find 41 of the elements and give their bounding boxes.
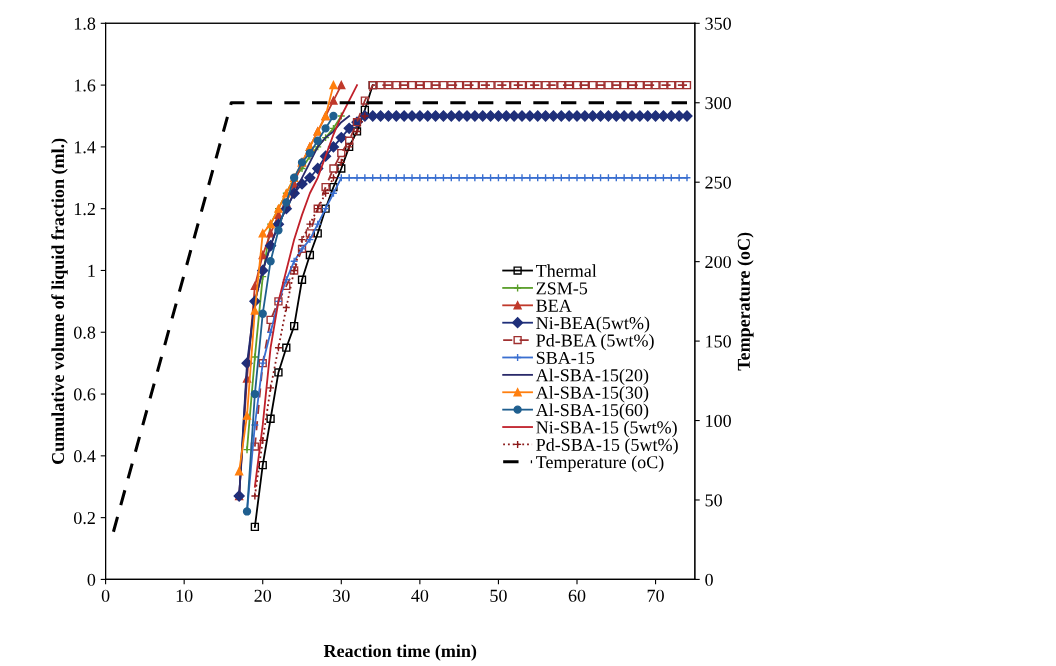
y-tick-label: 1.6 — [74, 79, 96, 92]
y2-axis-title: Temperature (oC) — [737, 232, 754, 371]
y2-tick-label: 50 — [705, 494, 722, 507]
x-tick-label: 40 — [411, 589, 429, 602]
y-axis-title: Cumulative volume of liquid fraction (ml.) — [51, 138, 68, 464]
legend-label: Pd-SBA-15 (5wt%) — [536, 438, 678, 455]
y2-tick-label: 0 — [705, 573, 713, 586]
legend-label: Al-SBA-15(30) — [535, 386, 649, 403]
legend-label: Al-SBA-15(20) — [535, 368, 649, 386]
y2-tick-label: 100 — [706, 414, 731, 427]
x-tick-label: 50 — [490, 589, 507, 602]
legend-label: Ni-SBA-15 (5wt%) — [536, 420, 677, 438]
x-tick-label: 0 — [101, 589, 110, 602]
y-tick-label: 0.2 — [74, 511, 95, 525]
y2-tick-label: 150 — [706, 335, 731, 348]
legend-label: Ni-BEA(5wt%) — [536, 316, 650, 333]
y-tick-label: 1.2 — [74, 202, 95, 216]
x-tick-label: 30 — [333, 589, 350, 602]
x-tick-label: 10 — [176, 589, 193, 602]
y-tick-label: 1.8 — [74, 17, 96, 30]
y-tick-label: 1.4 — [74, 141, 96, 154]
y2-tick-label: 300 — [705, 97, 731, 110]
legend-label: SBA-15 — [536, 351, 595, 364]
legend-label: BEA — [536, 299, 572, 312]
x-tick-label: 70 — [647, 589, 664, 602]
legend-label: Temperature (oC) — [535, 455, 664, 472]
y-tick-label: 0.4 — [74, 450, 96, 463]
x-tick-label: 20 — [254, 589, 272, 602]
y-tick-label: 0.8 — [74, 326, 96, 339]
y-tick-label: 0 — [87, 573, 96, 586]
legend-label: Al-SBA-15(60) — [535, 403, 649, 420]
x-tick-label: 60 — [568, 589, 586, 602]
y2-tick-label: 250 — [705, 176, 731, 189]
y-tick-label: 1 — [88, 264, 95, 277]
y2-tick-label: 350 — [705, 17, 731, 30]
legend-label: Thermal — [535, 264, 597, 278]
y2-tick-label: 200 — [705, 255, 731, 269]
y-tick-label: 0.6 — [74, 388, 96, 401]
x-axis-title: Reaction time (min) — [323, 644, 477, 661]
legend-label: ZSM-5 — [536, 282, 588, 295]
legend-label: Pd-BEA (5wt%) — [536, 333, 654, 351]
